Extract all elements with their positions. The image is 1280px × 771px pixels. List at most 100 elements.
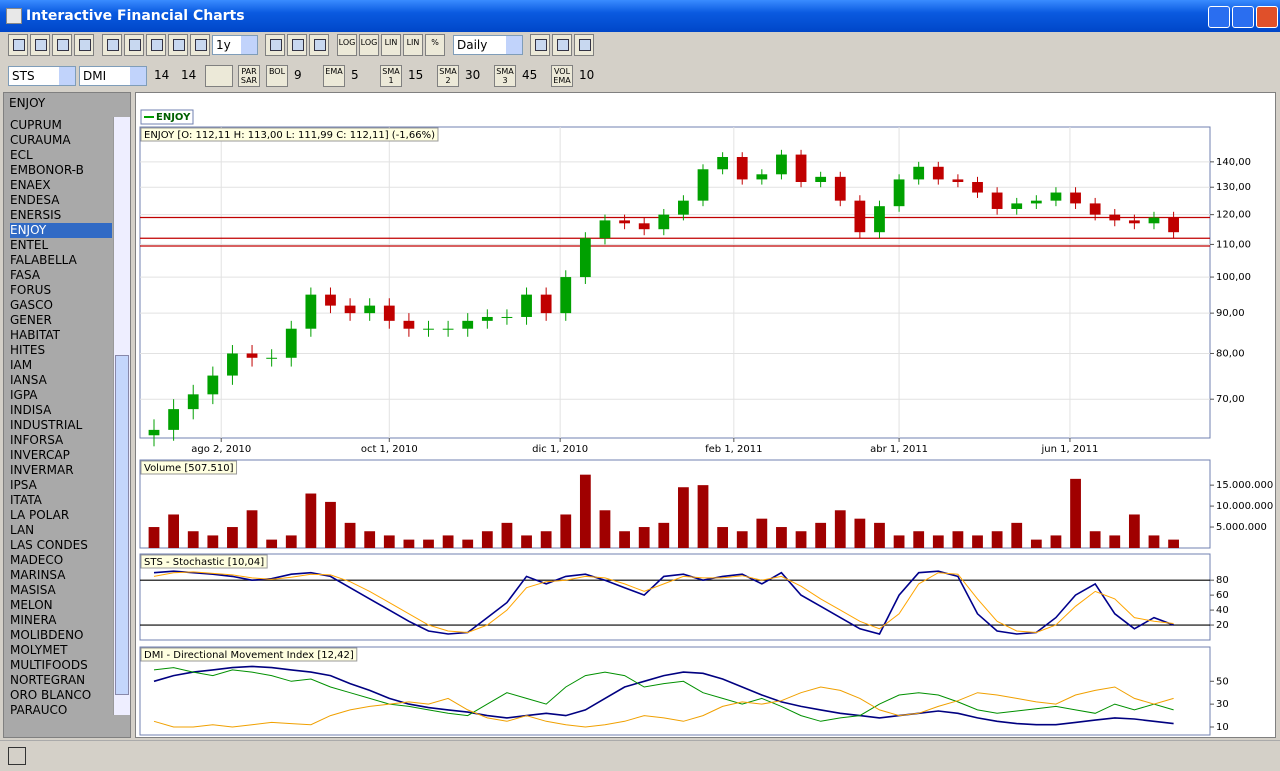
candle-body — [540, 294, 552, 314]
tool-button[interactable] — [168, 34, 188, 56]
volume-bar — [678, 487, 689, 548]
tool-button[interactable] — [530, 34, 550, 56]
ticker-item[interactable]: LAN — [10, 523, 35, 537]
ticker-item[interactable]: ENTEL — [10, 238, 49, 252]
ticker-item[interactable]: IAM — [10, 358, 33, 372]
period-select[interactable]: 1y — [212, 35, 258, 55]
scrollbar[interactable] — [113, 117, 130, 715]
indicator-select[interactable]: DMI — [79, 66, 147, 86]
ticker-item[interactable]: EMBONOR-B — [10, 163, 84, 177]
overlay-button[interactable]: PAR SAR — [238, 65, 260, 87]
tool-button[interactable] — [74, 34, 94, 56]
ticker-item[interactable]: GENER — [10, 313, 52, 327]
ticker-item[interactable]: LA POLAR — [10, 508, 70, 522]
ticker-item[interactable]: ITATA — [10, 493, 42, 507]
volume-bar — [560, 514, 572, 548]
tool-button[interactable] — [146, 34, 166, 56]
scale-button[interactable]: LIN — [403, 34, 423, 56]
volume-bar — [246, 510, 258, 548]
volume-bar — [658, 522, 670, 548]
interval-select[interactable]: Daily — [453, 35, 523, 55]
ticker-item[interactable]: PARAUCO — [10, 703, 68, 715]
scale-button[interactable]: LOG — [359, 34, 379, 56]
volume-bar — [423, 539, 434, 548]
ticker-item[interactable]: IPSA — [10, 478, 37, 492]
x-tick-label: dic 1, 2010 — [532, 444, 588, 455]
maximize-button[interactable] — [1232, 6, 1254, 28]
tool-button[interactable] — [8, 34, 28, 56]
tool-button[interactable] — [309, 34, 329, 56]
tool-button[interactable] — [287, 34, 307, 56]
minimize-button[interactable] — [1208, 6, 1230, 28]
status-icon[interactable] — [8, 747, 26, 765]
ticker-item[interactable]: ORO BLANCO — [10, 688, 92, 702]
scroll-thumb[interactable] — [115, 355, 129, 695]
volume-bar — [168, 514, 180, 548]
volume-bar — [1011, 522, 1023, 548]
ticker-item[interactable]: GASCO — [10, 298, 53, 312]
ticker-item[interactable]: INVERMAR — [10, 463, 74, 477]
volume-bar — [305, 493, 317, 548]
ticker-item[interactable]: HABITAT — [10, 328, 61, 342]
tool-button[interactable] — [190, 34, 210, 56]
tool-button[interactable] — [102, 34, 122, 56]
overlay-button[interactable]: SMA 3 — [494, 65, 516, 87]
candle-body — [913, 166, 925, 180]
ticker-item[interactable]: ENJOY — [10, 223, 112, 238]
ticker-item[interactable]: MADECO — [10, 553, 64, 567]
candle-body — [736, 156, 748, 180]
tool-button[interactable] — [552, 34, 572, 56]
ticker-item[interactable]: MOLIBDENO — [10, 628, 84, 642]
tool-button[interactable] — [265, 34, 285, 56]
ticker-item[interactable]: IANSA — [10, 373, 47, 387]
ticker-item[interactable]: LAS CONDES — [10, 538, 88, 552]
tool-button[interactable] — [124, 34, 144, 56]
y-tick-label: 60 — [1216, 590, 1229, 601]
candle-body — [305, 294, 317, 329]
candle-body — [579, 238, 591, 278]
tool-button[interactable] — [574, 34, 594, 56]
candle-body — [619, 220, 630, 224]
overlay-button[interactable]: VOL EMA — [551, 65, 573, 87]
ticker-item[interactable]: CUPRUM — [10, 118, 62, 132]
overlay-button[interactable]: SMA 1 — [380, 65, 402, 87]
ticker-item[interactable]: IGPA — [10, 388, 38, 402]
tool-button[interactable] — [30, 34, 50, 56]
overlay-button[interactable]: EMA — [323, 65, 345, 87]
app-icon — [6, 8, 22, 24]
ticker-item[interactable]: ENERSIS — [10, 208, 62, 222]
ticker-item[interactable]: INVERCAP — [10, 448, 70, 462]
ticker-item[interactable]: ECL — [10, 148, 33, 162]
ticker-item[interactable]: MASISA — [10, 583, 56, 597]
indicator-select[interactable]: STS — [8, 66, 76, 86]
overlay-button[interactable]: SMA 2 — [437, 65, 459, 87]
close-button[interactable] — [1256, 6, 1278, 28]
volume-bar — [834, 510, 846, 548]
scale-button[interactable]: LOG — [337, 34, 357, 56]
ticker-item[interactable]: MULTIFOODS — [10, 658, 88, 672]
sidebar: ENJOY CUPRUM CURAUMA ECL EMBONOR-B ENAEX ENDE… — [3, 92, 131, 738]
ticker-item[interactable]: CURAUMA — [10, 133, 71, 147]
ticker-item[interactable]: ENDESA — [10, 193, 60, 207]
candle-body — [560, 277, 572, 314]
ticker-item[interactable]: MOLYMET — [10, 643, 68, 657]
overlay-button[interactable]: BOL — [266, 65, 288, 87]
tool-button[interactable] — [52, 34, 72, 56]
ticker-item[interactable]: FASA — [10, 268, 41, 282]
candle-body — [364, 305, 376, 314]
ticker-item[interactable]: FALABELLA — [10, 253, 77, 267]
scale-button[interactable]: LIN — [381, 34, 401, 56]
ticker-item[interactable]: MELON — [10, 598, 53, 612]
ticker-item[interactable]: INDISA — [10, 403, 52, 417]
ticker-item[interactable]: NORTEGRAN — [10, 673, 86, 687]
ticker-item[interactable]: HITES — [10, 343, 46, 357]
scale-button[interactable]: % — [425, 34, 445, 56]
ticker-item[interactable]: INDUSTRIAL — [10, 418, 83, 432]
panel-title-box — [140, 460, 238, 475]
ticker-item[interactable]: MINERA — [10, 613, 57, 627]
ticker-item[interactable]: MARINSA — [10, 568, 66, 582]
volume-bar — [364, 531, 376, 548]
ticker-item[interactable]: ENAEX — [10, 178, 51, 192]
ticker-item[interactable]: FORUS — [10, 283, 52, 297]
ticker-item[interactable]: INFORSA — [10, 433, 64, 447]
